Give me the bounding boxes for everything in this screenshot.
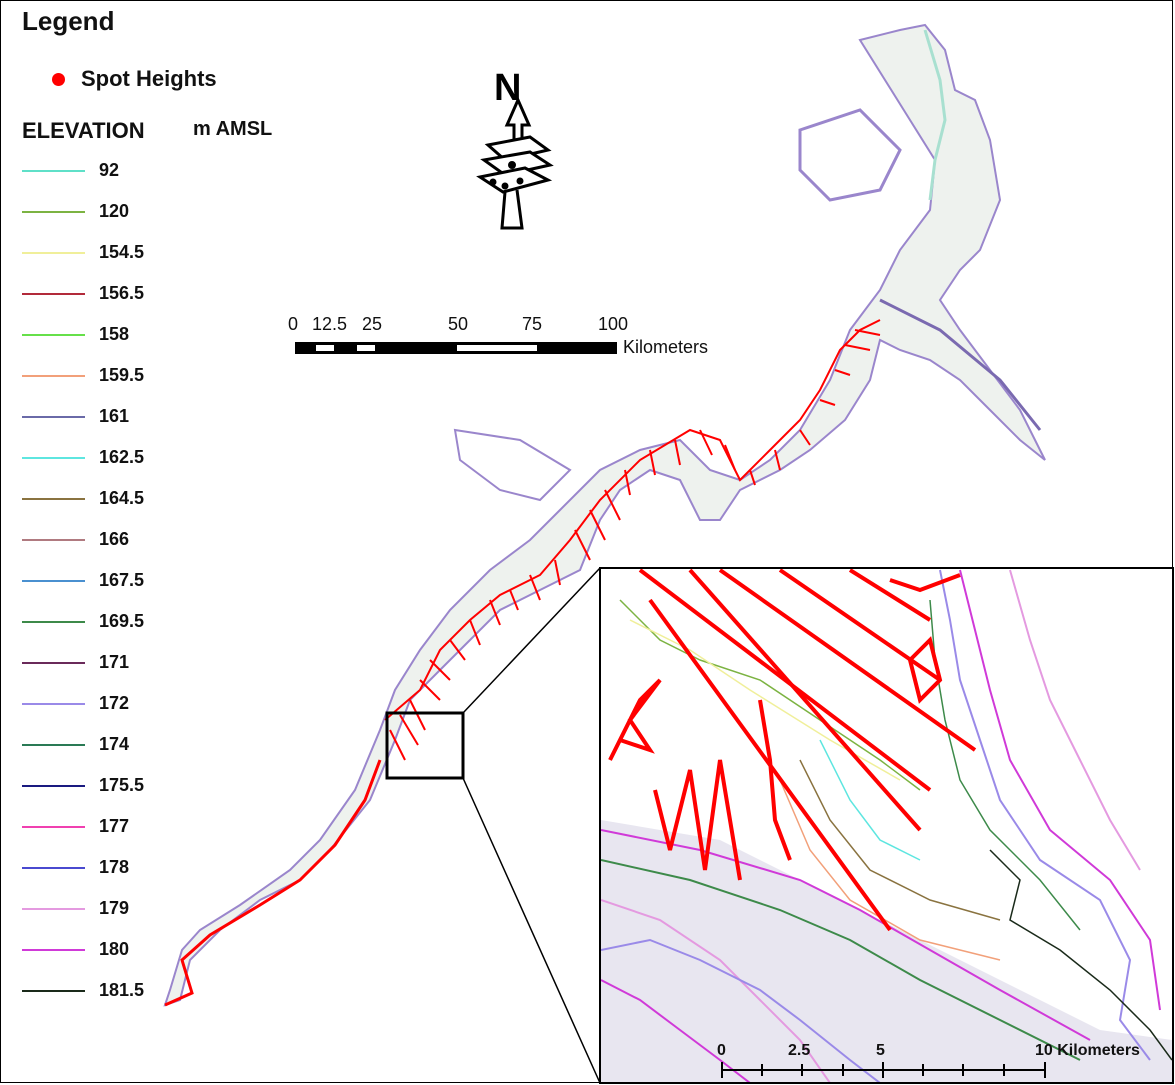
legend-item-label: 179 (99, 898, 130, 918)
legend-item-label: 156.5 (99, 283, 145, 303)
legend-item: 174 (22, 724, 144, 765)
legend-spot-heights: Spot Heights (52, 66, 217, 92)
legend-item-label: 162.5 (99, 447, 145, 467)
legend-item: 164.5 (22, 478, 144, 519)
legend-item-label: 180 (99, 939, 130, 959)
legend-item: 159.5 (22, 355, 144, 396)
legend-line-swatch (22, 292, 85, 295)
legend-line-swatch (22, 251, 85, 254)
inset-scale-tick-label: 2.5 (788, 1042, 811, 1059)
inset-connector-top (462, 567, 601, 714)
legend-line-swatch (22, 948, 85, 951)
legend-item-label: 171 (99, 652, 130, 672)
north-letter: N (494, 67, 521, 109)
scale-tick-label: 0 (288, 314, 299, 334)
inset-scale-tick-label: 5 (876, 1042, 885, 1059)
legend-item-label: 178 (99, 857, 130, 877)
scale-tick-label: 75 (522, 314, 543, 334)
legend-item-label: 161 (99, 406, 130, 426)
inset-connector-bottom (462, 777, 601, 1084)
legend-item-label: 164.5 (99, 488, 145, 508)
inset-scale-tick-label: 10 Kilometers (1035, 1042, 1140, 1059)
legend-line-swatch (22, 866, 85, 869)
legend-item-label: 172 (99, 693, 130, 713)
legend-item: 171 (22, 642, 144, 683)
legend-item: 120 (22, 191, 144, 232)
legend-item-label: 159.5 (99, 365, 145, 385)
legend-line-swatch (22, 620, 85, 623)
scale-tick-label: 12.5 (312, 314, 348, 334)
inset-scale-bar (721, 1062, 1046, 1078)
legend-line-swatch (22, 743, 85, 746)
legend-line-swatch (22, 333, 85, 336)
legend-item-label: 166 (99, 529, 130, 549)
legend-item-label: 158 (99, 324, 130, 344)
spot-height-river-track (164, 759, 382, 1007)
legend-line-swatch (22, 210, 85, 213)
legend-item: 166 (22, 519, 144, 560)
legend-item-label: 177 (99, 816, 130, 836)
legend-line-swatch (22, 784, 85, 787)
legend-item-label: 120 (99, 201, 130, 221)
legend-line-swatch (22, 702, 85, 705)
elevation-heading: ELEVATION (22, 118, 145, 143)
scale-tick-label: 50 (448, 314, 469, 334)
elevation-legend-list: 92 120 154.5 156.5 158 159.5 161 162.5 164.5 166 1… (22, 150, 144, 1011)
legend-item-label: 181.5 (99, 980, 145, 1000)
legend-item: 181.5 (22, 970, 144, 1011)
legend-line-swatch (22, 989, 85, 992)
legend-line-swatch (22, 538, 85, 541)
legend-item: 92 (22, 150, 144, 191)
legend-line-swatch (22, 415, 85, 418)
legend-item-label: 175.5 (99, 775, 145, 795)
legend-item: 154.5 (22, 232, 144, 273)
spot-height-transects (384, 319, 881, 761)
scale-tick-label: 100 (598, 314, 629, 334)
legend-line-swatch (22, 907, 85, 910)
legend-item-label: 174 (99, 734, 130, 754)
legend-item: 178 (22, 847, 144, 888)
legend-item-label: 169.5 (99, 611, 145, 631)
inset-map (599, 567, 1174, 1084)
legend-line-swatch (22, 169, 85, 172)
legend-item-label: 92 (99, 160, 120, 180)
legend-item: 167.5 (22, 560, 144, 601)
legend-item: 177 (22, 806, 144, 847)
scale-bar (295, 342, 617, 354)
legend-item: 156.5 (22, 273, 144, 314)
spot-heights-label: Spot Heights (81, 66, 217, 91)
legend-line-swatch (22, 456, 85, 459)
legend-line-swatch (22, 374, 85, 377)
legend-item-label: 154.5 (99, 242, 145, 262)
north-arrow-icon (476, 96, 554, 230)
legend-item: 175.5 (22, 765, 144, 806)
legend-line-swatch (22, 825, 85, 828)
inset-scale-tick-label: 0 (717, 1042, 726, 1059)
legend-item-label: 167.5 (99, 570, 145, 590)
legend-title: Legend (22, 6, 115, 36)
legend-item: 158 (22, 314, 144, 355)
legend-line-swatch (22, 497, 85, 500)
spot-height-dot-icon (52, 72, 65, 86)
legend-line-swatch (22, 579, 85, 582)
scale-unit-label: Kilometers (623, 337, 709, 357)
legend-item: 179 (22, 888, 144, 929)
elevation-unit: m AMSL (193, 118, 273, 140)
inset-locator-box (385, 711, 465, 780)
legend-item: 162.5 (22, 437, 144, 478)
legend-item: 172 (22, 683, 144, 724)
legend-item: 161 (22, 396, 144, 437)
legend-line-swatch (22, 661, 85, 664)
legend-item: 180 (22, 929, 144, 970)
scale-tick-label: 25 (362, 314, 383, 334)
legend-item: 169.5 (22, 601, 144, 642)
